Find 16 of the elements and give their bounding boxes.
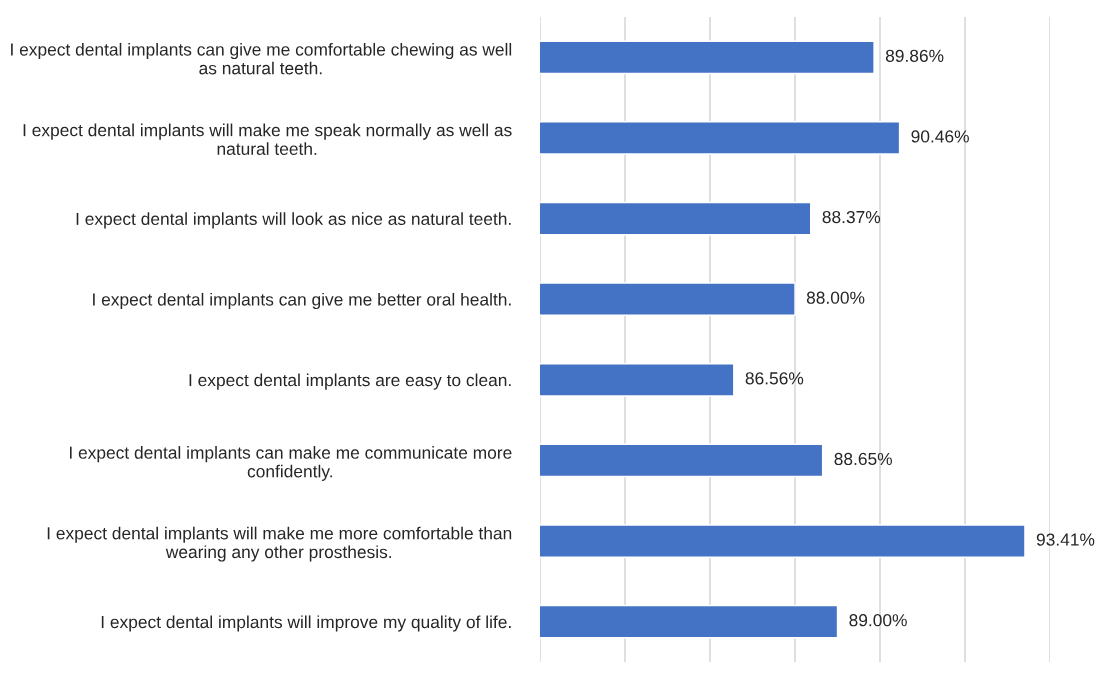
y-tick-label: I expect dental implants can make me communicate more confidently. [69,446,512,481]
y-tick-label: I expect dental implants will improve my quality of life. [101,615,511,632]
data-label: 93.41% [1036,533,1095,546]
data-label: 88.65% [834,452,892,466]
data-label: 89.86% [885,49,944,62]
data-label: 88.00% [806,291,865,304]
data-label: 90.46% [911,130,969,143]
y-tick-label: I expect dental implants will look as nice as natural teeth. [76,212,511,229]
data-label: 86.56% [745,372,804,385]
y-tick-label: I expect dental implants will make me more comfortable than wearing any other prosthesis. [47,526,512,562]
data-label: 89.00% [849,614,907,627]
y-tick-label: I expect dental implants are easy to clean. [189,373,511,390]
y-tick-label: I expect dental implants can give me better oral health. [93,292,511,310]
y-tick-label: I expect dental implants will make me speak normally as well as natural teeth. [23,123,512,156]
y-tick-label: I expect dental implants can give me comfortable chewing as well as natural teeth. [11,42,512,75]
data-label: 88.37% [822,210,881,224]
